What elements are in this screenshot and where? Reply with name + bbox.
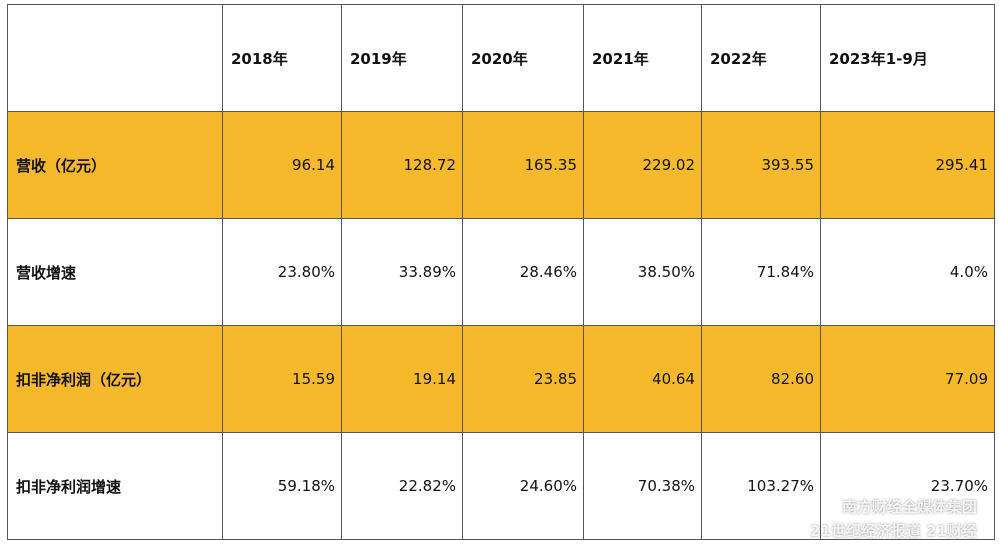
value-cell: 24.60% bbox=[462, 432, 584, 540]
value-cell: 22.82% bbox=[341, 432, 463, 540]
column-header: 2020年 bbox=[462, 4, 584, 112]
watermark-group: 南方财经全媒体集团 bbox=[841, 498, 977, 516]
value-cell: 77.09 bbox=[820, 325, 995, 433]
value-cell: 103.27% bbox=[701, 432, 821, 540]
column-header: 2021年 bbox=[583, 4, 702, 112]
value-cell: 393.55 bbox=[701, 111, 821, 219]
value-cell: 28.46% bbox=[462, 218, 584, 326]
data-row: 营收增速 23.80% 33.89% 28.46% 38.50% 71.84% 4.0% bbox=[7, 218, 995, 326]
watermark-paper: 21世纪经济报道 21财经 bbox=[810, 519, 977, 543]
value-cell: 295.41 bbox=[820, 111, 995, 219]
table-body: 2018年 2019年 2020年 2021年 2022年 2023年1-9月 营收（亿元）… bbox=[7, 4, 995, 540]
watermark: 南方财经全媒体集团 21世纪经济报道 21财经 bbox=[810, 495, 977, 543]
column-header: 2023年1-9月 bbox=[820, 4, 995, 112]
data-row: 扣非净利润增速 59.18% 22.82% 24.60% 70.38% 103.27% 23… bbox=[7, 432, 995, 540]
column-header: 2022年 bbox=[701, 4, 821, 112]
column-header: 2018年 bbox=[222, 4, 342, 112]
value-cell: 4.0% bbox=[820, 218, 995, 326]
value-cell: 23.85 bbox=[462, 325, 584, 433]
corner-cell bbox=[7, 4, 223, 112]
watermark-paper-name: 21世纪经济报道 bbox=[810, 522, 921, 540]
value-cell: 82.60 bbox=[701, 325, 821, 433]
value-cell: 59.18% bbox=[222, 432, 342, 540]
data-row: 营收（亿元） 96.14 128.72 165.35 229.02 393.55 295.4… bbox=[7, 111, 995, 219]
row-label: 扣非净利润增速 bbox=[7, 432, 223, 540]
value-cell: 40.64 bbox=[583, 325, 702, 433]
value-cell: 229.02 bbox=[583, 111, 702, 219]
value-cell: 23.80% bbox=[222, 218, 342, 326]
value-cell: 128.72 bbox=[341, 111, 463, 219]
value-cell: 15.59 bbox=[222, 325, 342, 433]
value-cell: 165.35 bbox=[462, 111, 584, 219]
data-row: 扣非净利润（亿元） 15.59 19.14 23.85 40.64 82.60 77.09 bbox=[7, 325, 995, 433]
value-cell: 23.70% bbox=[820, 432, 995, 540]
value-cell: 96.14 bbox=[222, 111, 342, 219]
value-cell: 38.50% bbox=[583, 218, 702, 326]
column-header: 2019年 bbox=[341, 4, 463, 112]
row-label: 扣非净利润（亿元） bbox=[7, 325, 223, 433]
value-cell: 70.38% bbox=[583, 432, 702, 540]
data-table: 2018年 2019年 2020年 2021年 2022年 2023年1-9月 营收（亿元）… bbox=[7, 4, 995, 540]
value-cell: 71.84% bbox=[701, 218, 821, 326]
row-label: 营收（亿元） bbox=[7, 111, 223, 219]
value-cell: 33.89% bbox=[341, 218, 463, 326]
header-row: 2018年 2019年 2020年 2021年 2022年 2023年1-9月 bbox=[7, 4, 995, 112]
watermark-brand: 21财经 bbox=[926, 522, 977, 540]
value-cell: 19.14 bbox=[341, 325, 463, 433]
row-label: 营收增速 bbox=[7, 218, 223, 326]
